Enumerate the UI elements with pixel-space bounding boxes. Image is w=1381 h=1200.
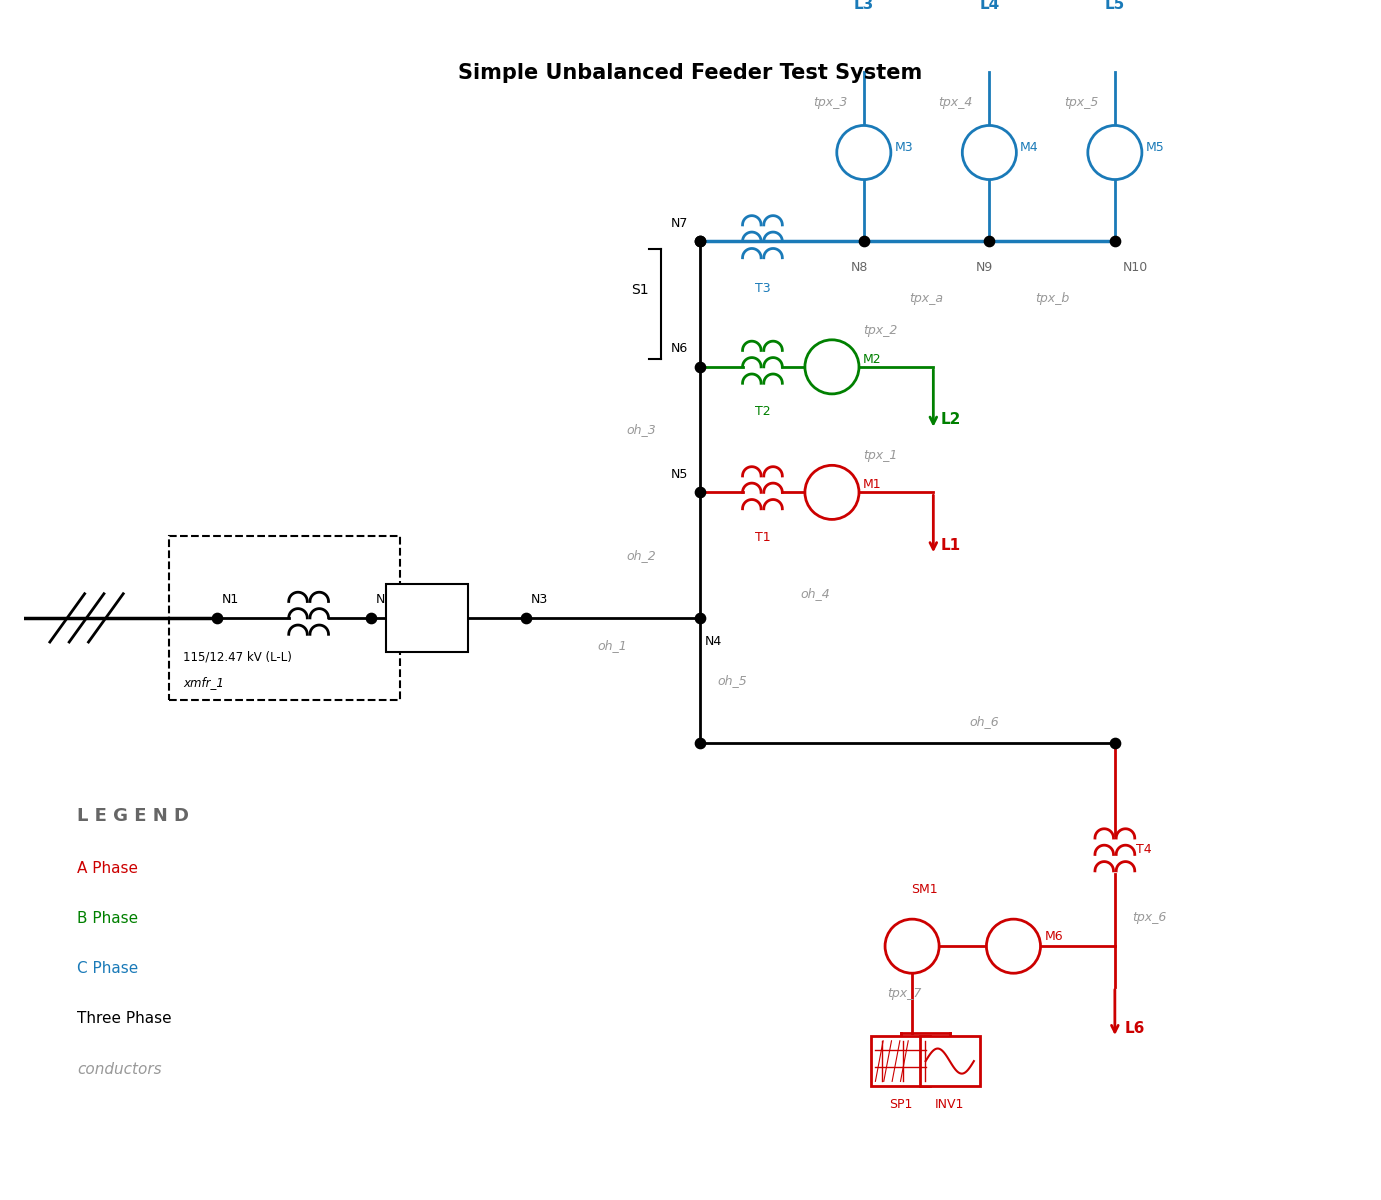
Text: N5: N5 [671, 468, 688, 481]
Point [689, 734, 711, 754]
Point [689, 482, 711, 502]
Circle shape [986, 919, 1040, 973]
Text: Three Phase: Three Phase [77, 1012, 171, 1026]
Text: M2: M2 [863, 353, 881, 366]
Circle shape [805, 466, 859, 520]
Text: L1: L1 [940, 538, 961, 553]
Point [689, 358, 711, 377]
Circle shape [885, 919, 939, 973]
Text: SM1: SM1 [911, 883, 938, 896]
Text: C Phase: C Phase [77, 961, 138, 976]
Text: tpx_3: tpx_3 [813, 96, 847, 109]
Point [978, 232, 1000, 251]
Text: B Phase: B Phase [77, 911, 138, 926]
Text: N2: N2 [376, 593, 394, 606]
Text: M1: M1 [863, 478, 881, 491]
Text: N9: N9 [976, 260, 993, 274]
Point [689, 608, 711, 628]
FancyBboxPatch shape [385, 584, 468, 652]
FancyBboxPatch shape [870, 1036, 931, 1086]
Text: L4: L4 [979, 0, 1000, 12]
Text: SP1: SP1 [889, 1098, 913, 1111]
Text: M4: M4 [1021, 142, 1039, 154]
Text: tpx_2: tpx_2 [863, 324, 898, 337]
Text: oh_4: oh_4 [801, 588, 830, 600]
FancyBboxPatch shape [920, 1036, 979, 1086]
Text: INV1: INV1 [935, 1098, 964, 1111]
Text: tpx_4: tpx_4 [938, 96, 972, 109]
Point [689, 232, 711, 251]
Text: L6: L6 [1124, 1021, 1145, 1036]
Circle shape [805, 340, 859, 394]
Text: T3: T3 [754, 282, 771, 295]
Text: N3: N3 [530, 593, 548, 606]
Text: N4: N4 [704, 635, 722, 648]
Text: oh_6: oh_6 [969, 715, 1000, 728]
Point [206, 608, 228, 628]
Text: oh_1: oh_1 [598, 640, 627, 652]
Text: conductors: conductors [77, 1062, 162, 1076]
Text: N10: N10 [1123, 260, 1148, 274]
Text: tpx_7: tpx_7 [887, 986, 921, 1000]
Text: tpx_6: tpx_6 [1132, 911, 1167, 924]
Text: T4: T4 [1137, 844, 1152, 856]
Point [852, 232, 874, 251]
Text: L E G E N D: L E G E N D [77, 808, 189, 826]
Text: tpx_b: tpx_b [1034, 292, 1069, 305]
Text: Volt: Volt [416, 605, 438, 618]
Text: tpx_a: tpx_a [910, 292, 943, 305]
Text: Reg: Reg [416, 624, 438, 637]
Text: T1: T1 [754, 530, 771, 544]
Point [1103, 734, 1126, 754]
Text: xmfr_1: xmfr_1 [184, 676, 224, 689]
Text: tpx_5: tpx_5 [1063, 96, 1098, 109]
Text: Simple Unbalanced Feeder Test System: Simple Unbalanced Feeder Test System [458, 62, 923, 83]
Text: oh_2: oh_2 [627, 548, 656, 562]
Circle shape [1088, 126, 1142, 180]
Text: tpx_1: tpx_1 [863, 449, 898, 462]
Text: L2: L2 [940, 413, 961, 427]
Text: oh_3: oh_3 [627, 424, 656, 436]
Text: M6: M6 [1044, 930, 1063, 943]
Text: N6: N6 [671, 342, 688, 355]
Text: A Phase: A Phase [77, 860, 138, 876]
Text: L3: L3 [853, 0, 874, 12]
Text: N8: N8 [851, 260, 867, 274]
Point [689, 232, 711, 251]
Text: N1: N1 [222, 593, 239, 606]
Point [360, 608, 383, 628]
Circle shape [963, 126, 1016, 180]
Text: L5: L5 [1105, 0, 1126, 12]
Text: oh_5: oh_5 [717, 674, 747, 688]
Text: 115/12.47 kV (L-L): 115/12.47 kV (L-L) [184, 650, 291, 664]
Point [1103, 232, 1126, 251]
Text: N7: N7 [671, 217, 688, 229]
Text: S1: S1 [631, 283, 649, 296]
Text: M3: M3 [895, 142, 913, 154]
Circle shape [837, 126, 891, 180]
Point [515, 608, 537, 628]
Text: T2: T2 [754, 406, 771, 419]
Text: M5: M5 [1146, 142, 1164, 154]
